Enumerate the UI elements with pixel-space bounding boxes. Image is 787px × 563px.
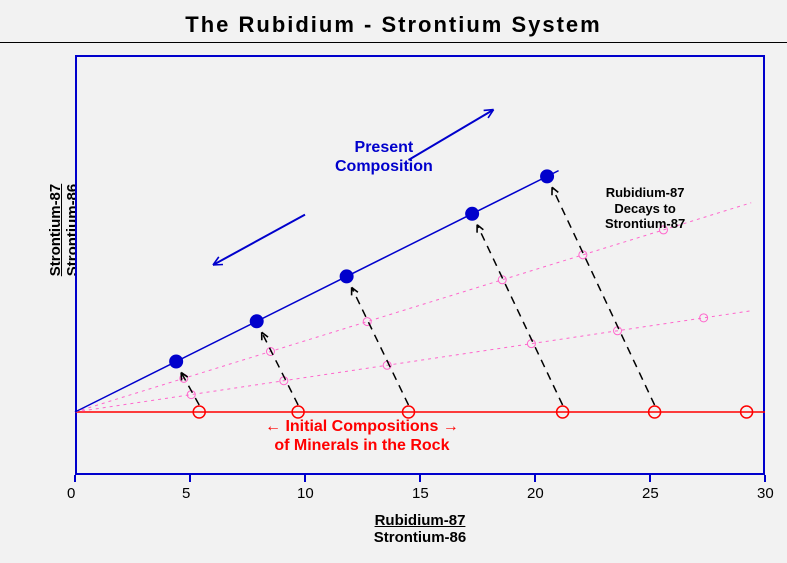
x-tick-label: 10 [297, 485, 314, 502]
x-tick-label: 0 [67, 485, 75, 502]
x-label-denominator: Strontium-86 [374, 529, 467, 546]
x-label-numerator: Rubidium-87 [375, 512, 466, 529]
plot-svg [0, 0, 787, 563]
present-composition-label: Present Composition [335, 138, 433, 176]
x-axis-label: Rubidium-87 Strontium-86 [75, 512, 765, 547]
x-tick-label: 5 [182, 485, 190, 502]
x-tick-label: 25 [642, 485, 659, 502]
x-tick-label: 20 [527, 485, 544, 502]
initial-composition-label: ← Initial Compositions → of Minerals in … [265, 417, 459, 455]
decay-label: Rubidium-87 Decays to Strontium-87 [605, 185, 685, 232]
x-tick-label: 15 [412, 485, 429, 502]
x-tick-label: 30 [757, 485, 774, 502]
